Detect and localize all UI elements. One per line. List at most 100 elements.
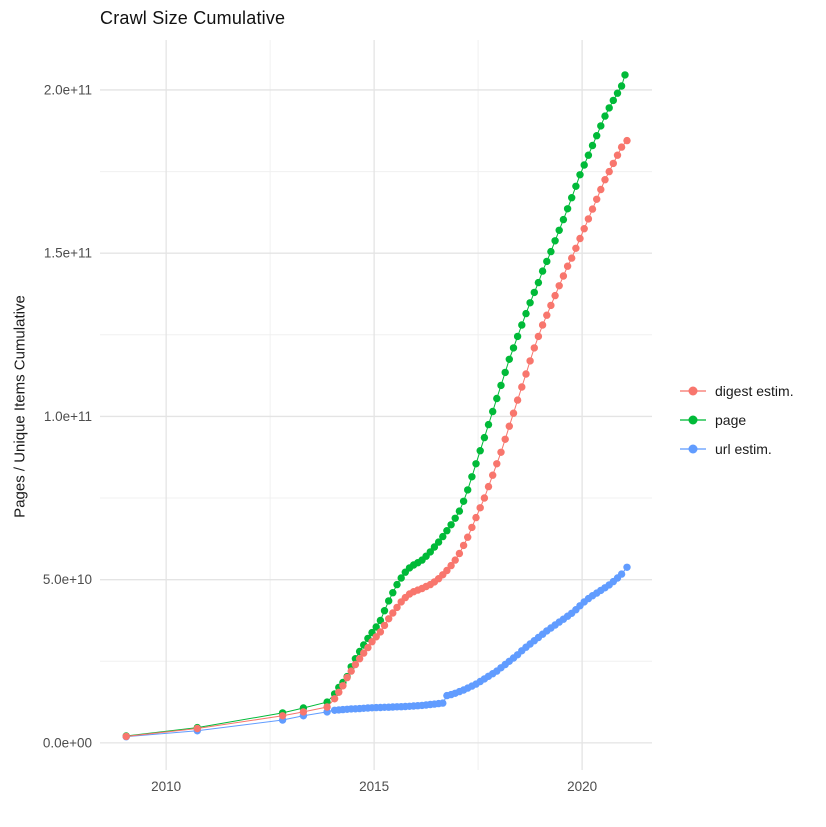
data-point — [501, 435, 509, 443]
data-point — [547, 247, 555, 256]
data-point — [530, 344, 538, 352]
series-line-page — [126, 74, 626, 737]
data-point — [372, 633, 380, 641]
legend: digest estim. page url estim. — [680, 380, 794, 459]
legend-key-icon — [680, 409, 706, 430]
data-point — [576, 234, 584, 243]
data-point — [605, 167, 613, 176]
data-point — [526, 357, 534, 365]
series-points-digest-estim- — [122, 136, 631, 741]
legend-key-icon — [680, 380, 706, 401]
data-point — [347, 667, 355, 675]
data-point — [323, 703, 331, 711]
data-point — [434, 538, 443, 546]
legend-key-dot — [688, 415, 698, 424]
data-point — [609, 159, 617, 168]
data-point — [493, 394, 501, 403]
data-point — [609, 96, 617, 105]
data-point — [380, 607, 389, 615]
data-point — [393, 603, 401, 612]
data-point — [278, 712, 287, 720]
data-point — [551, 237, 559, 245]
y-tick-label: 1.0e+11 — [44, 409, 92, 424]
data-point — [451, 514, 459, 522]
data-point — [397, 574, 405, 582]
data-point — [489, 471, 497, 479]
data-point — [605, 104, 613, 112]
data-point — [572, 182, 580, 190]
data-point — [568, 254, 576, 262]
x-tick-label: 2010 — [151, 779, 181, 794]
data-point — [493, 460, 501, 468]
x-tick-label: 2015 — [359, 779, 389, 794]
data-point — [464, 533, 472, 541]
data-point — [439, 699, 447, 707]
legend-label: digest estim. — [715, 382, 794, 399]
data-point — [584, 215, 593, 223]
data-point — [534, 332, 543, 341]
data-point — [588, 141, 597, 150]
x-tick-label: 2020 — [567, 779, 597, 794]
data-point — [299, 708, 308, 716]
data-point — [538, 321, 547, 329]
data-point — [543, 311, 551, 319]
data-point — [385, 597, 393, 605]
data-point — [555, 226, 563, 234]
legend-label: url estim. — [715, 440, 772, 457]
data-point — [330, 695, 339, 703]
data-point — [526, 299, 534, 307]
data-point — [476, 447, 484, 455]
data-point — [534, 278, 543, 287]
data-point — [380, 621, 389, 630]
data-point — [547, 301, 555, 310]
data-point — [122, 732, 130, 741]
data-point — [389, 609, 397, 617]
data-point — [484, 420, 493, 429]
data-point — [480, 433, 489, 442]
data-point — [389, 589, 397, 597]
data-point — [621, 71, 629, 79]
data-point — [489, 407, 497, 416]
data-point — [455, 507, 464, 515]
data-point — [576, 171, 584, 179]
data-point — [597, 122, 605, 130]
data-point — [530, 288, 538, 297]
data-point — [505, 422, 513, 430]
data-point — [376, 616, 385, 625]
chart-title: Crawl Size Cumulative — [100, 8, 286, 28]
data-point — [335, 688, 343, 696]
data-point — [568, 194, 576, 202]
y-tick-label: 2.0e+11 — [44, 82, 92, 97]
data-point — [617, 143, 626, 151]
data-point — [393, 580, 401, 589]
data-point — [476, 504, 484, 512]
data-point — [497, 381, 505, 390]
data-point — [459, 497, 468, 505]
data-point — [580, 225, 588, 233]
data-point — [443, 527, 451, 535]
series-line-digest-estim- — [126, 140, 628, 737]
data-point — [351, 660, 360, 669]
data-point — [563, 205, 572, 213]
data-point — [617, 570, 626, 578]
data-point — [451, 556, 459, 564]
series-line-url-estim- — [126, 566, 628, 738]
data-point — [430, 543, 439, 551]
y-tick-label: 1.5e+11 — [44, 246, 92, 261]
data-point — [372, 623, 380, 631]
data-point — [443, 566, 451, 575]
data-point — [623, 136, 631, 145]
data-point — [439, 532, 447, 541]
data-point — [513, 332, 522, 341]
data-point — [513, 396, 522, 404]
data-point — [343, 673, 351, 682]
y-tick-label: 5.0e+10 — [43, 572, 92, 587]
data-point — [472, 460, 480, 468]
data-point — [447, 521, 455, 529]
data-point — [559, 272, 568, 280]
data-point — [509, 344, 518, 352]
series-points-url-estim- — [122, 563, 631, 741]
data-point — [193, 724, 201, 733]
